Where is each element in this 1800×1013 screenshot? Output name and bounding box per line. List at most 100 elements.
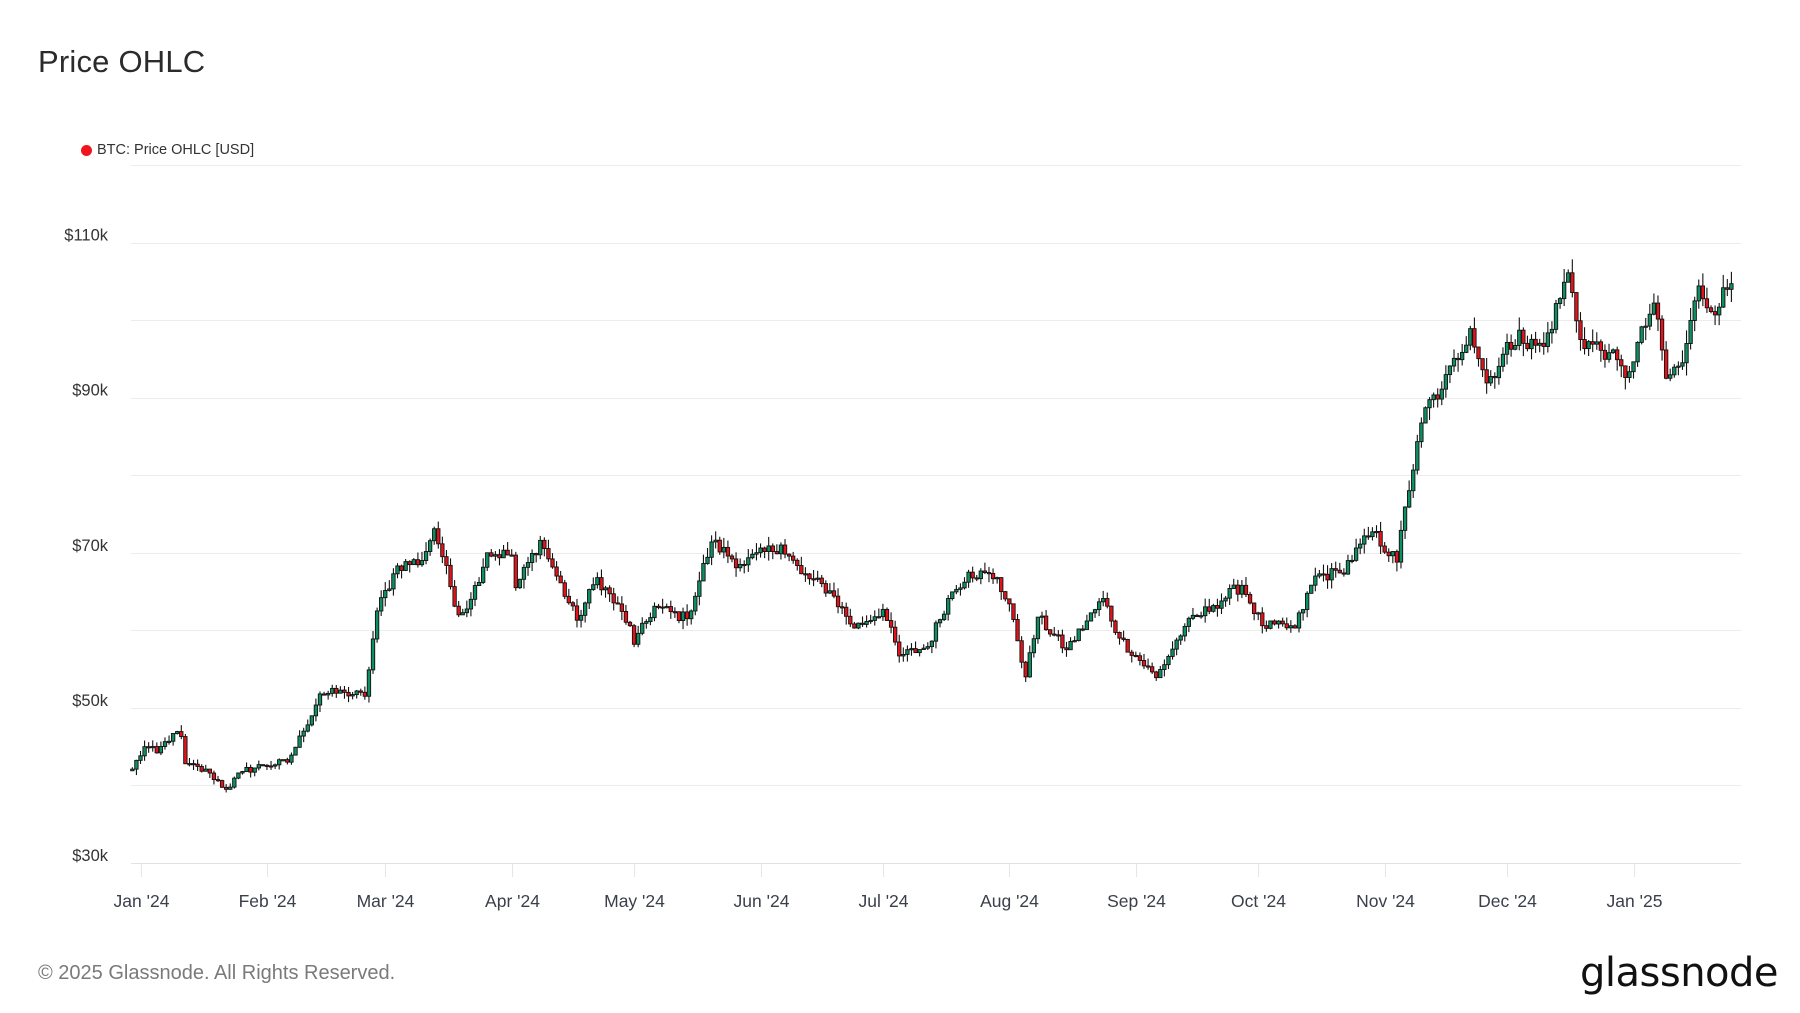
- candle-up: [868, 619, 873, 623]
- candle-up: [1468, 328, 1473, 346]
- candle-down: [1023, 661, 1028, 678]
- candle-up: [297, 735, 302, 748]
- candle-down: [1272, 620, 1277, 625]
- candle-down: [452, 586, 457, 607]
- candle-up: [966, 571, 971, 583]
- candle-down: [1394, 551, 1400, 563]
- candle-up: [419, 560, 425, 566]
- candle-up: [1072, 640, 1077, 643]
- candle-up: [1431, 394, 1436, 401]
- candle-up: [256, 764, 261, 769]
- candle-up: [994, 577, 1000, 580]
- candle-up: [1203, 606, 1208, 617]
- candle-down: [211, 772, 217, 781]
- candle-up: [827, 590, 833, 594]
- candle-up: [1504, 341, 1510, 355]
- candle-up: [485, 552, 490, 568]
- candle-down: [534, 552, 539, 556]
- candle-down: [974, 577, 979, 580]
- candle-up: [644, 621, 649, 624]
- candle-up: [162, 741, 168, 747]
- candle-up: [1668, 374, 1673, 379]
- candle-up: [591, 584, 596, 591]
- candle-up: [876, 616, 881, 619]
- candle-up: [1178, 635, 1183, 641]
- candle-down: [970, 571, 975, 579]
- candle-down: [542, 539, 547, 549]
- y-axis: $30k $50k $70k $90k $110k: [64, 227, 108, 865]
- candle-up: [1027, 652, 1032, 678]
- candle-up: [236, 772, 241, 779]
- candle-down: [1064, 647, 1069, 651]
- candle-up: [228, 786, 233, 790]
- legend[interactable]: BTC: Price OHLC [USD]: [81, 142, 254, 158]
- x-tick-label: Apr '24: [485, 891, 540, 911]
- candle-down: [448, 564, 453, 588]
- candle-up: [1166, 655, 1171, 666]
- candle-up: [701, 563, 706, 582]
- candle-down: [1011, 603, 1016, 620]
- candle-up: [521, 566, 527, 580]
- candle-down: [207, 768, 212, 774]
- candle-up: [954, 588, 959, 593]
- candle-down: [509, 554, 514, 557]
- candle-down: [268, 765, 274, 768]
- candle-up: [1500, 353, 1506, 367]
- candle-up: [697, 580, 702, 597]
- candle-up: [1300, 609, 1306, 614]
- candle-up: [1692, 300, 1697, 321]
- candle-up: [946, 598, 951, 615]
- candle-down: [913, 648, 918, 654]
- candle-down: [1508, 341, 1514, 350]
- candle-up: [901, 653, 906, 657]
- candle-up: [493, 554, 498, 557]
- candle-up: [538, 539, 543, 556]
- candle-up: [350, 694, 355, 697]
- candle-down: [668, 606, 673, 613]
- candle-up: [1447, 365, 1453, 376]
- candle-down: [574, 605, 580, 621]
- candle-up: [481, 566, 486, 583]
- candle-up: [1545, 332, 1550, 347]
- candle-up: [158, 746, 164, 754]
- candle-up: [872, 616, 877, 621]
- candle-up: [880, 608, 886, 618]
- candle-up: [464, 608, 469, 614]
- candle-down: [1455, 357, 1461, 361]
- candle-up: [1464, 344, 1469, 353]
- candle-up: [391, 573, 396, 590]
- candle-up: [232, 777, 237, 788]
- legend-color-dot-icon: [81, 144, 92, 156]
- candle-up: [427, 540, 433, 552]
- candle-down: [831, 590, 837, 597]
- x-tick-label: Oct '24: [1231, 891, 1286, 911]
- candle-down: [358, 690, 363, 693]
- candle-down: [362, 691, 368, 697]
- candle-down: [803, 573, 808, 576]
- candle-down: [782, 544, 788, 555]
- candle-up: [1423, 407, 1428, 424]
- x-tick-label: Jan '24: [114, 891, 170, 911]
- x-tick-label: Sep '24: [1107, 891, 1166, 911]
- candle-down: [819, 577, 824, 585]
- candle-up: [929, 640, 935, 648]
- candle-up: [277, 759, 282, 766]
- candle-up: [1517, 329, 1522, 346]
- candle-down: [146, 746, 151, 749]
- candle-up: [815, 577, 820, 580]
- candle-up: [166, 740, 172, 743]
- candle-down: [725, 546, 731, 557]
- candle-down: [1264, 625, 1269, 629]
- x-tick-label: Jan '25: [1607, 891, 1663, 911]
- candle-down: [191, 763, 196, 766]
- candle-down: [742, 563, 747, 567]
- glassnode-logo[interactable]: glassnode: [1580, 950, 1779, 996]
- candle-down: [1337, 569, 1342, 574]
- candle-down: [1655, 302, 1661, 320]
- candle-down: [660, 606, 665, 609]
- candle-up: [1553, 303, 1559, 330]
- candle-down: [990, 572, 996, 580]
- candle-down: [770, 545, 775, 552]
- candle-down: [1386, 551, 1391, 557]
